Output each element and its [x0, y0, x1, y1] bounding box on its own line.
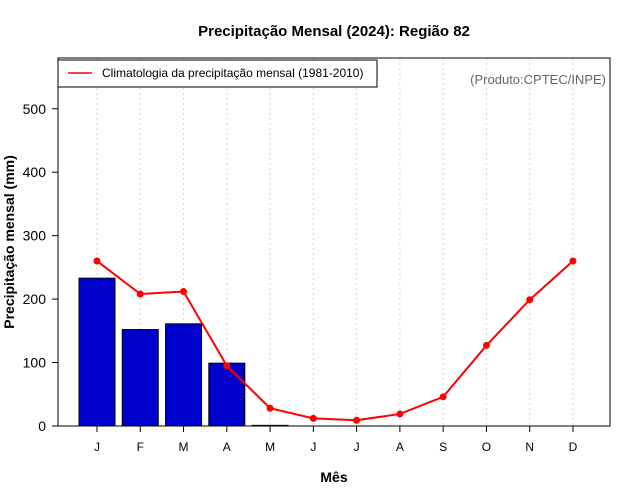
x-tick-label-8: S — [439, 440, 447, 454]
x-tick-label-6: J — [354, 440, 360, 454]
climatology-point-9 — [482, 341, 490, 349]
climatology-point-3 — [223, 362, 231, 370]
climatology-point-7 — [396, 410, 404, 418]
y-tick-label-5: 500 — [23, 101, 47, 117]
x-tick-label-10: N — [525, 440, 534, 454]
climatology-point-10 — [526, 296, 534, 304]
bar-2 — [165, 323, 203, 427]
y-axis: 0 100 200 300 400 500 — [23, 101, 58, 434]
climatology-point-8 — [439, 393, 447, 401]
climatology-point-4 — [266, 404, 274, 412]
x-tick-label-0: J — [94, 440, 100, 454]
legend: Climatologia da precipitação mensal (198… — [57, 59, 378, 88]
y-tick-label-4: 400 — [23, 164, 47, 180]
legend-box — [57, 59, 378, 88]
y-tick-label-1: 100 — [23, 355, 47, 371]
x-tick-label-9: O — [482, 440, 491, 454]
climatology-point-5 — [309, 414, 317, 422]
climatology-point-6 — [353, 416, 361, 424]
x-tick-label-7: A — [396, 440, 404, 454]
climatology-point-2 — [180, 287, 188, 295]
y-tick-label-0: 0 — [38, 418, 46, 434]
climatology-line — [96, 260, 574, 422]
source-note: (Produto:CPTEC/INPE) — [470, 72, 606, 87]
x-tick-label-1: F — [137, 440, 144, 454]
climatology-line-group — [93, 257, 577, 424]
x-tick-label-5: J — [310, 440, 316, 454]
bar-1 — [121, 329, 159, 427]
bars-group — [78, 277, 289, 427]
climatology-point-0 — [93, 257, 101, 265]
bar-0 — [78, 277, 116, 427]
climatology-point-1 — [136, 290, 144, 298]
x-tick-label-11: D — [569, 440, 578, 454]
y-axis-label: Precipitação mensal (mm) — [1, 155, 17, 329]
x-axis-label: Mês — [320, 469, 347, 485]
y-tick-label-3: 300 — [23, 228, 47, 244]
x-tick-label-3: A — [223, 440, 231, 454]
climatology-point-11 — [569, 257, 577, 265]
bar-3 — [208, 362, 246, 427]
chart-title: Precipitação Mensal (2024): Região 82 — [198, 23, 470, 40]
plot-frame — [57, 57, 611, 427]
legend-label: Climatologia da precipitação mensal (198… — [102, 66, 363, 80]
y-tick-label-2: 200 — [23, 291, 47, 307]
x-tick-label-2: M — [179, 440, 189, 454]
x-tick-label-4: M — [265, 440, 275, 454]
